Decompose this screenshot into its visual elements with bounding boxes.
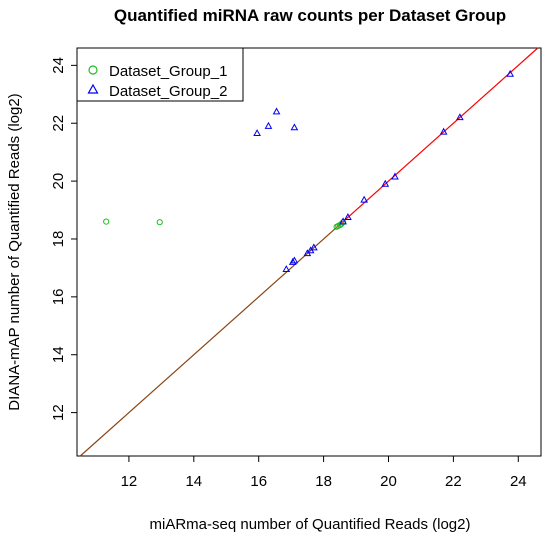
point-triangle xyxy=(506,69,515,77)
x-tick-label: 16 xyxy=(250,473,267,490)
point-circle xyxy=(103,218,110,225)
plot-frame xyxy=(76,47,542,457)
legend-box xyxy=(76,47,244,102)
point-triangle xyxy=(344,213,352,220)
point-triangle xyxy=(391,172,399,180)
x-tick-label: 18 xyxy=(315,473,332,490)
point-triangle xyxy=(339,217,347,225)
y-axis-label: DIANA-mAP number of Quantified Reads (lo… xyxy=(6,93,23,410)
x-axis: 12 14 16 18 20 22 24 xyxy=(121,456,527,490)
identity-line-lower xyxy=(79,226,337,457)
y-tick-label: 22 xyxy=(50,115,67,132)
y-tick-label: 16 xyxy=(50,289,67,306)
y-tick-label: 24 xyxy=(50,57,67,74)
y-tick-label: 12 xyxy=(50,404,67,421)
point-triangle xyxy=(288,257,297,265)
chart-title: Quantified miRNA raw counts per Dataset … xyxy=(114,6,506,25)
x-tick-label: 22 xyxy=(445,473,462,490)
point-triangle xyxy=(439,127,448,135)
point-triangle xyxy=(253,129,261,137)
point-triangle xyxy=(310,243,318,251)
point-triangle xyxy=(272,107,281,115)
identity-line-upper xyxy=(336,47,539,228)
point-triangle xyxy=(264,121,273,129)
point-triangle xyxy=(290,256,299,264)
y-axis: 12 14 16 18 20 22 24 xyxy=(50,57,77,421)
x-tick-label: 20 xyxy=(380,473,397,490)
y-tick-label: 18 xyxy=(50,231,67,248)
point-triangle xyxy=(290,123,299,131)
point-triangle xyxy=(381,179,390,187)
legend-marker-circle xyxy=(88,65,98,75)
x-tick-label: 14 xyxy=(185,473,202,490)
legend-label-group-1: Dataset_Group_1 xyxy=(109,63,227,80)
point-triangle xyxy=(456,113,464,121)
legend-marker-triangle xyxy=(87,83,99,94)
x-axis-label: miARma-seq number of Quantified Reads (l… xyxy=(150,516,471,533)
legend-label-group-2: Dataset_Group_2 xyxy=(109,83,227,100)
x-tick-label: 24 xyxy=(510,473,527,490)
y-tick-label: 14 xyxy=(50,346,67,363)
point-circle xyxy=(156,219,163,226)
y-tick-label: 20 xyxy=(50,173,67,190)
legend: Dataset_Group_1 Dataset_Group_2 xyxy=(76,47,244,102)
data-points xyxy=(103,69,515,273)
x-tick-label: 12 xyxy=(121,473,138,490)
point-triangle xyxy=(360,195,369,203)
point-triangle xyxy=(282,265,291,273)
